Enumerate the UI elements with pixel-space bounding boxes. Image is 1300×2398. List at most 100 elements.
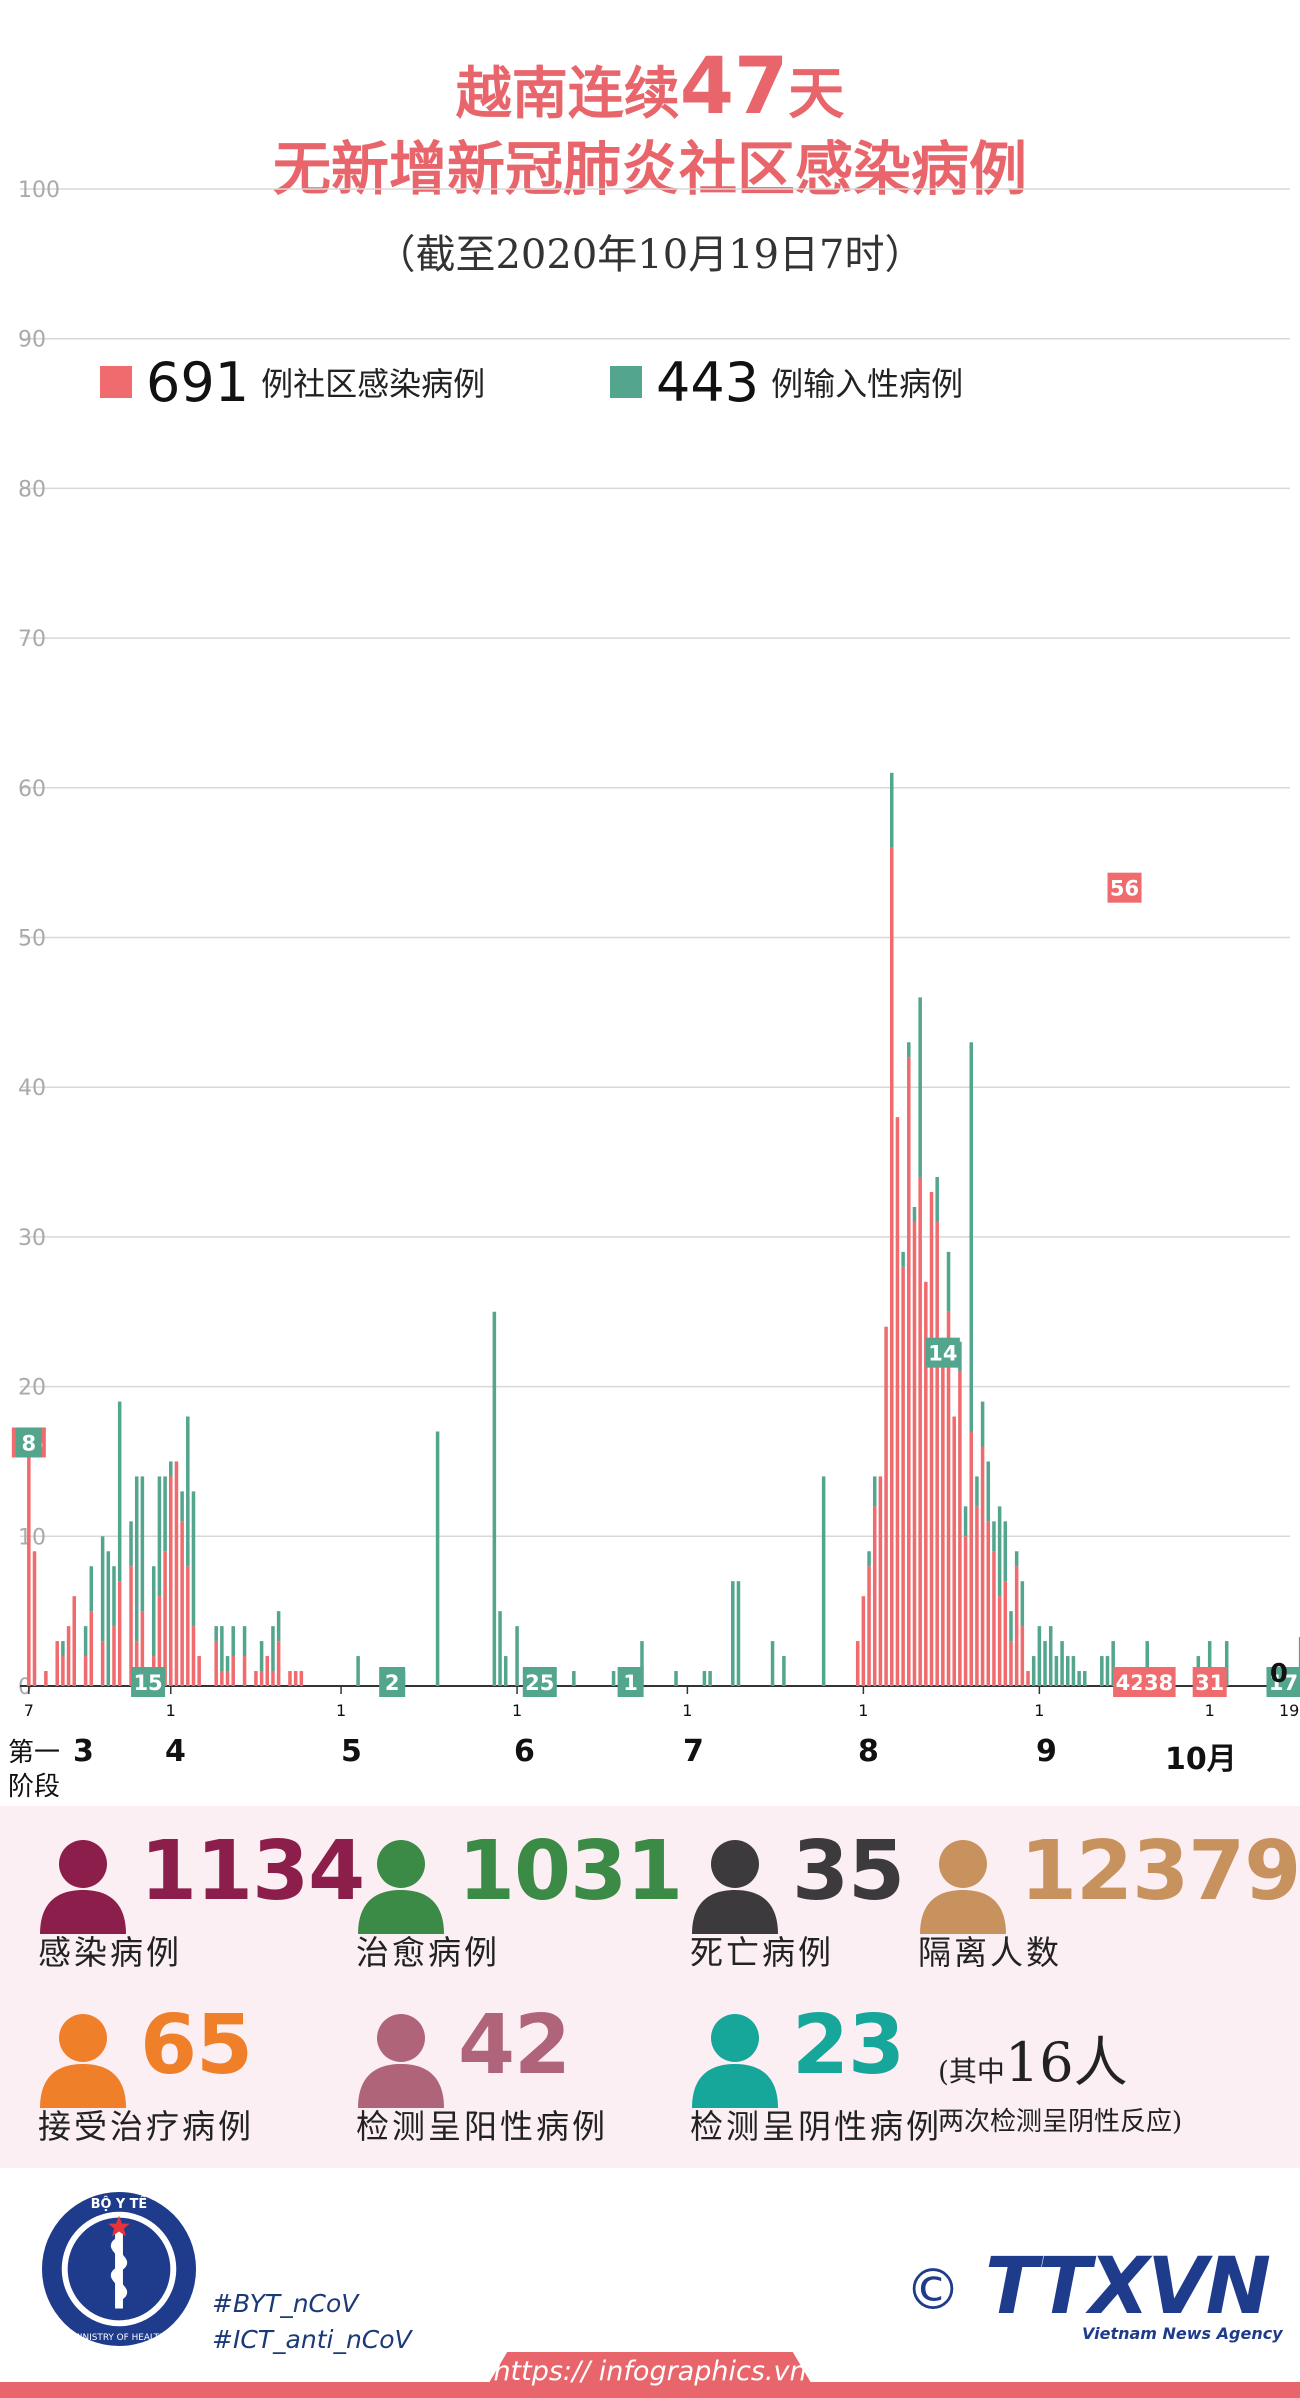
legend-community-label: 例社区感染病例 — [261, 365, 486, 403]
y-tick-label: 70 — [18, 627, 46, 652]
bar-community — [83, 1656, 88, 1686]
bar-imported — [912, 1206, 917, 1222]
hashtag-1[interactable]: #BYT_nCoV — [212, 2289, 359, 2318]
bar-community — [231, 1656, 235, 1686]
y-tick-label: 30 — [18, 1226, 46, 1251]
bar-imported — [1224, 1641, 1229, 1686]
bar-community — [963, 1536, 968, 1686]
note-prefix: (其中 — [938, 2055, 1005, 2088]
bar-imported — [907, 1042, 911, 1058]
bar-community — [66, 1626, 71, 1686]
data-label-box — [379, 1667, 406, 1697]
person-icon — [920, 1840, 1006, 1934]
bar-imported — [214, 1626, 218, 1642]
bar-imported — [980, 1401, 985, 1447]
bar-community — [997, 1596, 1002, 1686]
bar-imported — [969, 1042, 974, 1432]
stat-positive-value: 42 — [458, 1998, 571, 2093]
data-label-text: 56 — [1110, 877, 1139, 901]
bar-imported — [975, 1476, 979, 1507]
bar-imported — [872, 1476, 877, 1507]
bar-community — [225, 1671, 230, 1686]
data-label-box — [1107, 872, 1142, 903]
bar-imported — [867, 1551, 871, 1567]
bar-imported — [1037, 1626, 1042, 1686]
bar-community — [112, 1626, 116, 1686]
bar-community — [946, 1311, 951, 1686]
bar-community — [924, 1281, 928, 1686]
title-days-number: 47 — [679, 42, 789, 132]
bar-community — [975, 1506, 979, 1686]
stat-recovered-value: 1031 — [458, 1824, 683, 1919]
bar-community — [89, 1611, 94, 1686]
bar-imported — [1014, 1551, 1019, 1567]
data-label-42: 42 — [1113, 1667, 1148, 1697]
bar-community — [890, 847, 894, 1686]
vna-subtitle: Vietnam News Agency — [1082, 2324, 1283, 2343]
bar-imported — [1060, 1641, 1064, 1686]
person-icon — [40, 1840, 126, 1934]
bar-imported — [163, 1476, 167, 1552]
month-label-3: 3 — [73, 1734, 94, 1769]
bar-community — [1026, 1671, 1030, 1686]
data-label-text: 2 — [385, 1671, 400, 1695]
bar-imported — [1207, 1641, 1212, 1686]
stage-label: 第一 阶段 — [8, 1736, 60, 1804]
person-icon — [692, 2014, 778, 2108]
bar-imported — [89, 1566, 94, 1612]
data-label-box — [1113, 1667, 1148, 1697]
data-label-text: 31 — [1195, 1671, 1224, 1695]
month-label-6: 6 — [514, 1734, 535, 1769]
bar-community — [293, 1671, 298, 1686]
bar-imported — [276, 1611, 281, 1642]
bar-community — [186, 1566, 190, 1686]
data-label-38: 38 — [1141, 1667, 1176, 1697]
bar-community — [1009, 1641, 1013, 1686]
bar-community — [1003, 1581, 1008, 1686]
bar-imported — [61, 1641, 65, 1657]
y-tick-label: 20 — [18, 1376, 46, 1401]
y-tick-label: 60 — [18, 777, 46, 802]
bar-community — [992, 1551, 996, 1686]
bar-community — [872, 1506, 877, 1686]
bar-imported — [271, 1626, 275, 1672]
bar-community — [855, 1641, 860, 1686]
bar-community — [912, 1221, 917, 1686]
bar-community — [929, 1191, 934, 1686]
data-label-box — [522, 1667, 557, 1697]
bar-community — [134, 1641, 139, 1686]
page-title-line2: 无新增新冠肺炎社区感染病例 — [272, 135, 1027, 203]
bar-imported — [1083, 1671, 1087, 1686]
bar-community — [163, 1551, 167, 1686]
title-text-after: 天 — [788, 62, 845, 127]
data-label-0: 0 — [1270, 1659, 1288, 1689]
bar-community — [214, 1641, 218, 1686]
bar-imported — [1105, 1656, 1110, 1686]
bar-imported — [1077, 1671, 1081, 1686]
data-label-15: 15 — [131, 1667, 166, 1697]
bar-community — [265, 1656, 270, 1686]
data-label-5: 5 — [1298, 1637, 1300, 1668]
bar-imported — [231, 1626, 235, 1657]
stat-positive-label: 检测呈阳性病例 — [356, 2107, 608, 2146]
stat-infected-label: 感染病例 — [38, 1933, 182, 1972]
month-label-4: 4 — [165, 1734, 186, 1769]
stat-recovered-label: 治愈病例 — [356, 1933, 500, 1972]
bar-imported — [157, 1476, 162, 1597]
bar-imported — [498, 1611, 502, 1686]
bar-community — [1014, 1566, 1019, 1686]
hashtag-2[interactable]: #ICT_anti_nCoV — [212, 2325, 412, 2354]
bar-community — [242, 1656, 247, 1686]
bar-imported — [259, 1641, 264, 1672]
bar-imported — [140, 1476, 145, 1612]
bar-community — [941, 1356, 945, 1686]
bar-community — [197, 1656, 201, 1686]
data-label-text: 42 — [1116, 1671, 1145, 1695]
person-icon — [358, 2014, 444, 2108]
bar-imported — [1009, 1611, 1013, 1642]
note-unit: 人 — [1073, 2031, 1128, 2094]
url-link[interactable]: https:// infographics.vn — [493, 2356, 807, 2387]
x-tick-label: 1 — [1205, 1701, 1215, 1720]
bar-imported — [180, 1491, 184, 1522]
bar-community — [958, 1371, 962, 1686]
